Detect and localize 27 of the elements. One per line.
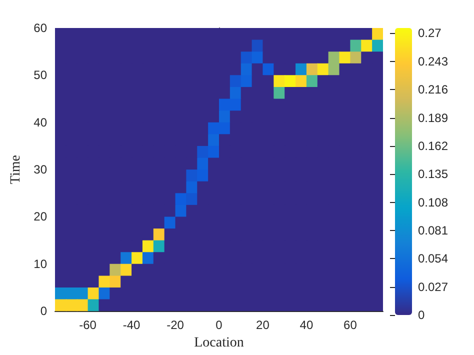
y-tick-label: 50 <box>34 68 48 82</box>
color-bar-label: 0.027 <box>418 280 448 294</box>
x-tick-label: 0 <box>216 318 223 332</box>
x-tick-label: -60 <box>79 318 97 332</box>
color-bar-label: 0 <box>418 308 425 322</box>
x-tick-label: 60 <box>344 318 358 332</box>
x-tick-label: 20 <box>256 318 270 332</box>
y-tick-label: 30 <box>34 162 48 177</box>
color-bar-label: 0.27 <box>418 26 442 40</box>
color-bar-label: 0.054 <box>418 252 448 266</box>
color-bar-label: 0.162 <box>418 138 448 153</box>
color-bar-label: 0.108 <box>418 195 448 210</box>
x-tick-label: -40 <box>122 318 141 332</box>
y-axis-title: Time <box>8 155 24 184</box>
color-bar-label: 0.189 <box>418 110 448 125</box>
color-bar-label: 0.243 <box>418 54 448 68</box>
x-tick-label: -20 <box>166 318 184 332</box>
y-tick-label: 10 <box>34 256 48 271</box>
color-bar-label: 0.216 <box>418 82 448 97</box>
y-tick-label: 20 <box>34 210 48 224</box>
color-bar-label: 0.081 <box>418 223 448 238</box>
x-axis-title: Location <box>194 336 244 350</box>
y-tick-label: 40 <box>34 115 48 130</box>
color-bar-label: 0.135 <box>418 167 448 182</box>
y-tick-label: 0 <box>40 304 48 318</box>
y-tick-label: 60 <box>34 21 48 35</box>
x-tick-label: 40 <box>300 318 314 332</box>
